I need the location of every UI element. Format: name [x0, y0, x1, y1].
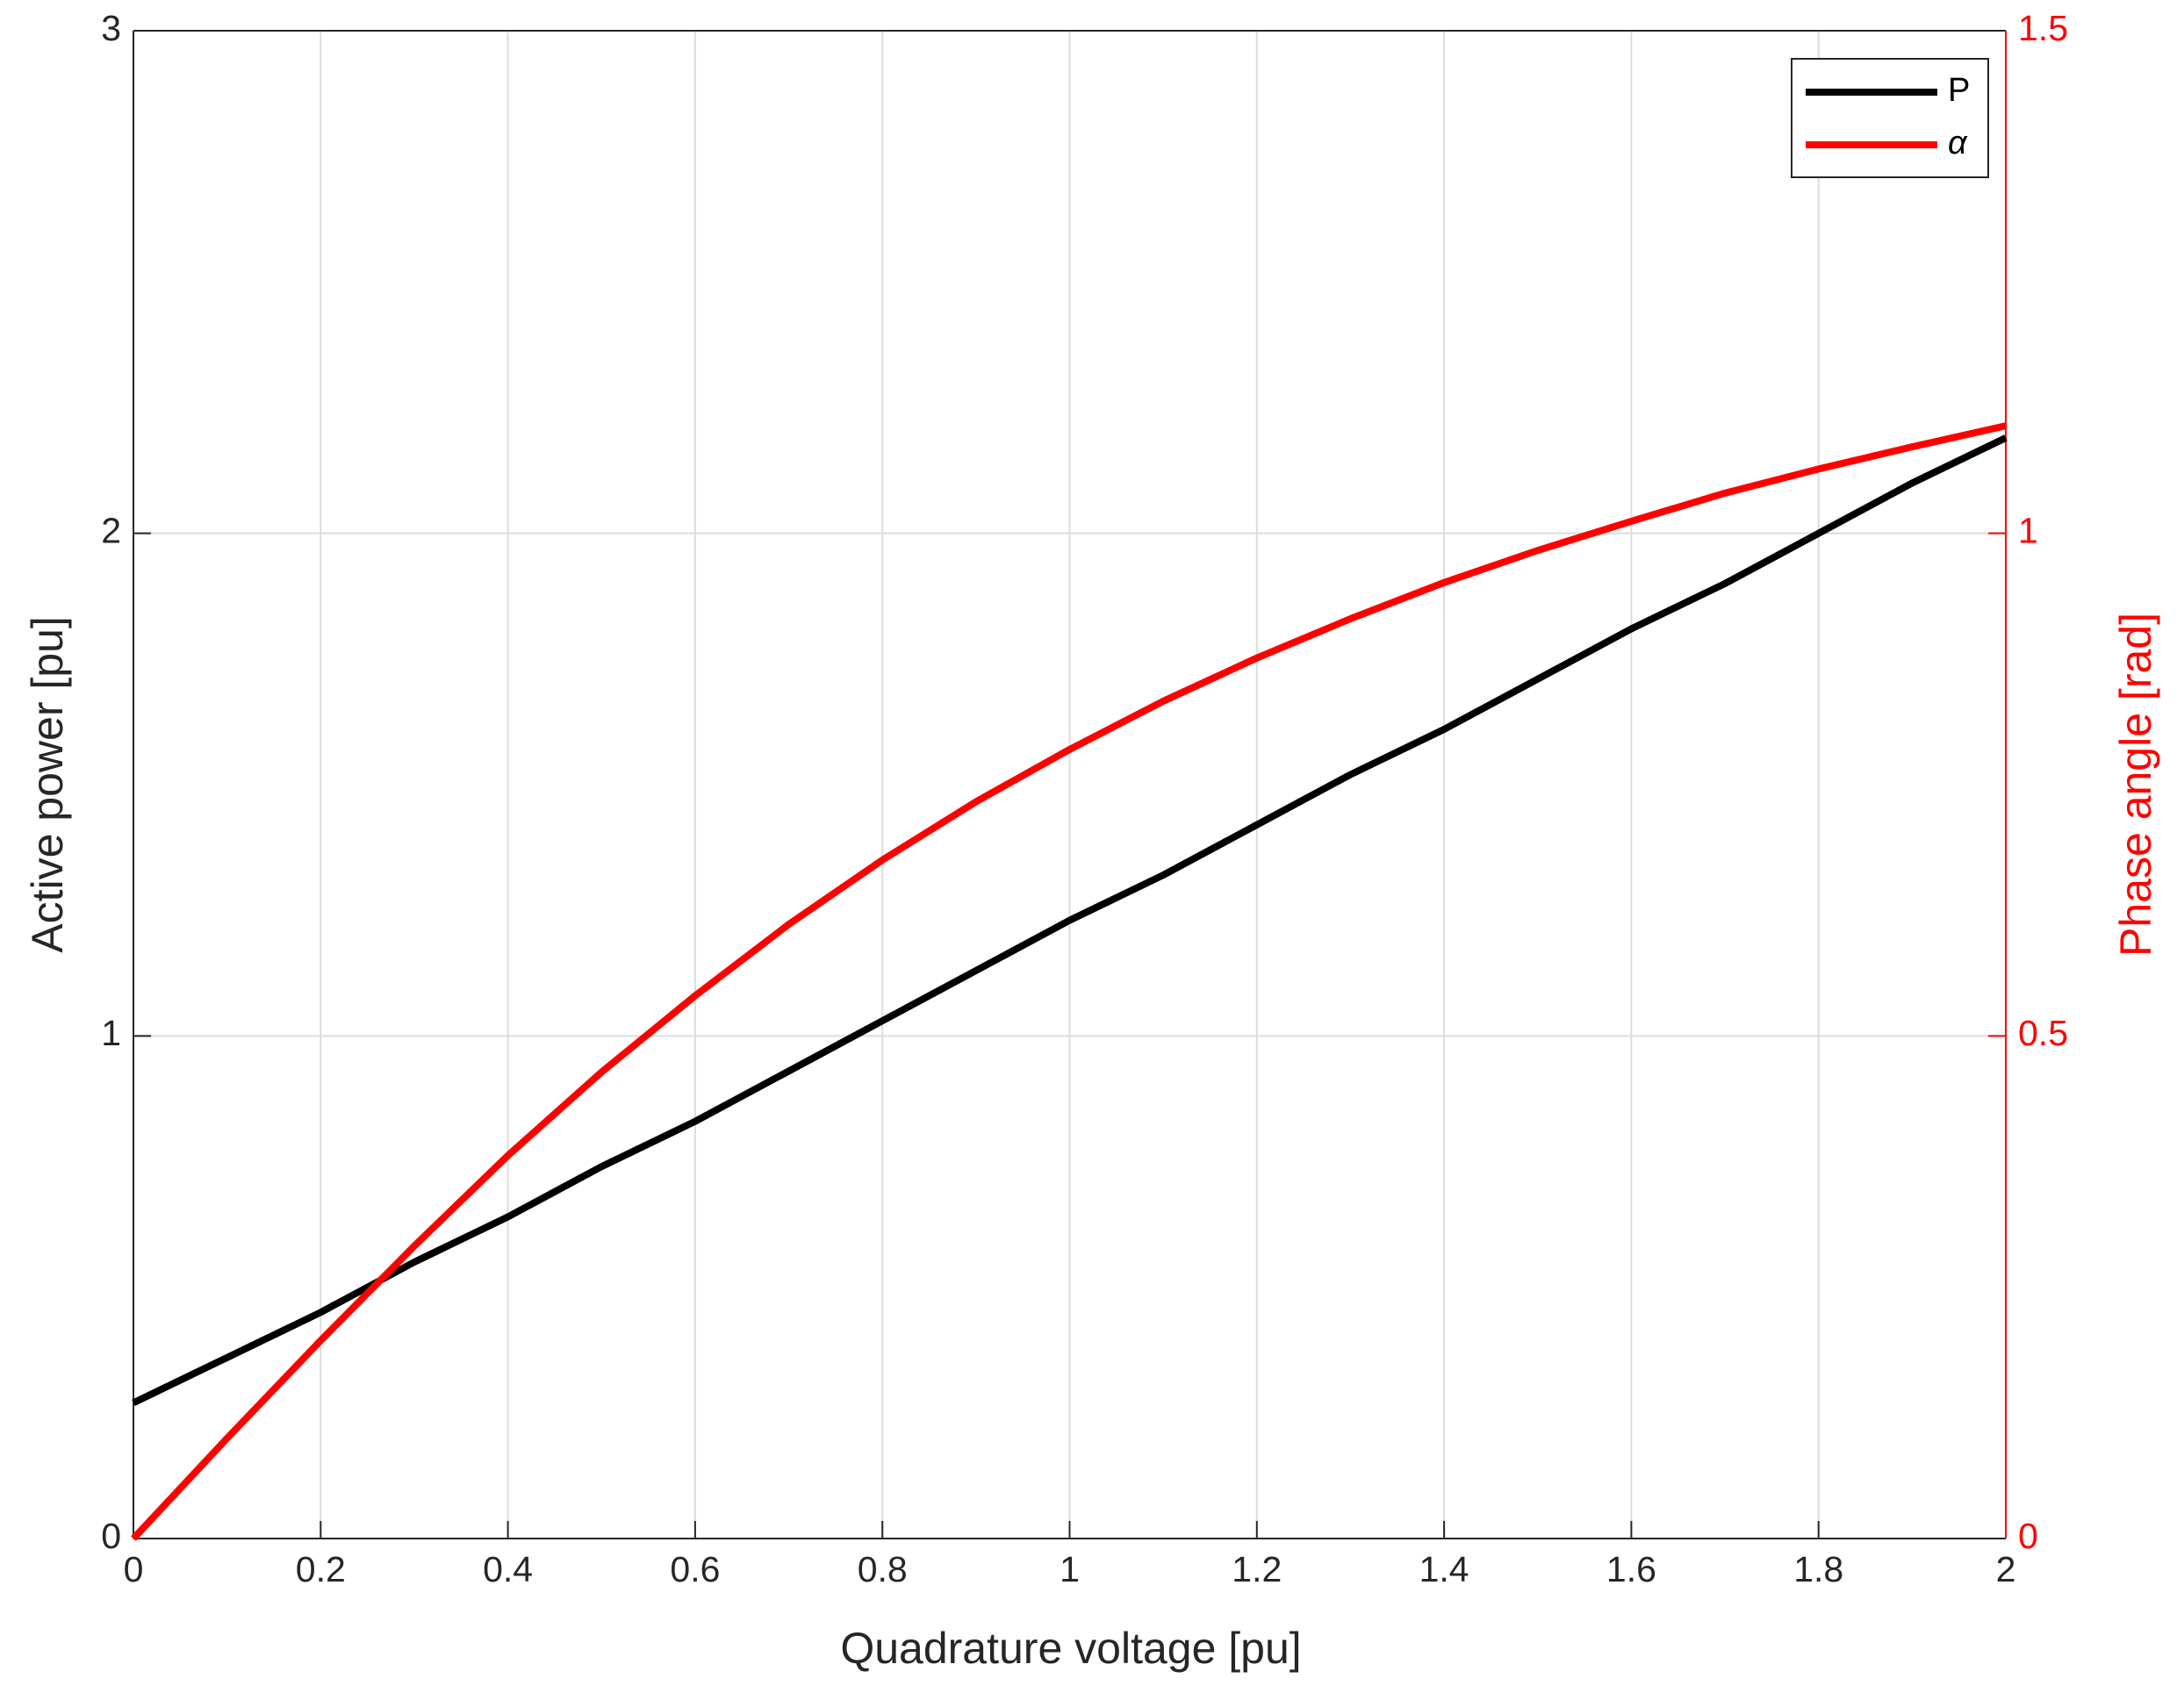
- y2-tick-label: 1.5: [2018, 8, 2068, 48]
- y-axis-label: Active power [pu]: [23, 616, 72, 953]
- x-tick-label: 0.6: [670, 1549, 720, 1589]
- y2-tick-label: 1: [2018, 510, 2038, 550]
- x-axis-label: Quadrature voltage [pu]: [840, 1624, 1301, 1673]
- y2-tick-label: 0.5: [2018, 1013, 2068, 1053]
- x-tick-label: 1.6: [1606, 1549, 1656, 1589]
- x-tick-label: 1.8: [1793, 1549, 1843, 1589]
- x-tick-label: 1.4: [1419, 1549, 1469, 1589]
- x-tick-label: 2: [1996, 1549, 2016, 1589]
- legend-label: P: [1948, 72, 1970, 109]
- x-tick-label: 0.4: [483, 1549, 533, 1589]
- y-tick-label: 3: [101, 8, 121, 48]
- y2-tick-label: 0: [2018, 1516, 2038, 1556]
- legend-label: α: [1948, 125, 1968, 161]
- y-tick-label: 2: [101, 510, 121, 550]
- y-tick-label: 1: [101, 1013, 121, 1053]
- x-tick-label: 1: [1060, 1549, 1080, 1589]
- data-line: [132, 434, 2008, 1406]
- legend-box: [1791, 58, 1989, 178]
- legend: Pα: [1791, 58, 1989, 178]
- data-line: [131, 422, 2007, 1541]
- y2-axis-label: Phase angle [rad]: [2111, 613, 2160, 957]
- x-tick-label: 0.8: [858, 1549, 908, 1589]
- x-tick-label: 1.2: [1232, 1549, 1282, 1589]
- x-tick-label: 0.2: [296, 1549, 346, 1589]
- x-tick-label: 0: [124, 1549, 144, 1589]
- y-tick-label: 0: [101, 1516, 121, 1556]
